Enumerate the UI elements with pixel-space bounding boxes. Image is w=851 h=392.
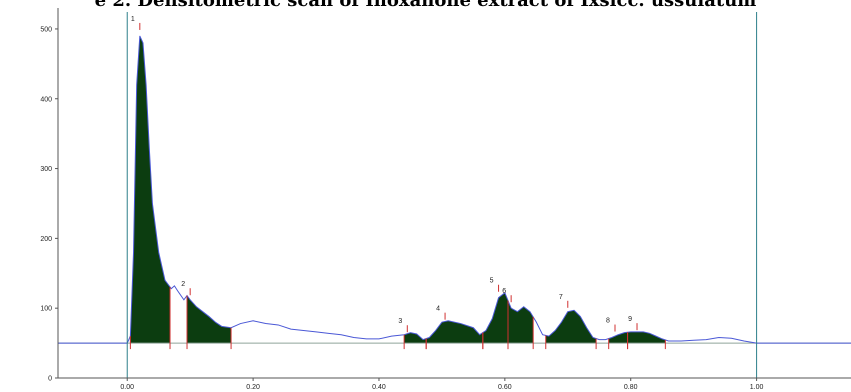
peak-area-8	[608, 332, 628, 344]
x-tick-label-0: 0.00	[120, 384, 134, 391]
peak-label-4: 4	[436, 306, 440, 313]
x-tick-label-2: 0.40	[372, 384, 386, 391]
peak-area-9	[627, 331, 666, 344]
y-tick-label-2: 200	[40, 236, 52, 243]
peak-label-3: 3	[398, 318, 402, 325]
trace-line	[58, 35, 851, 344]
x-tick-label-5: 1.00	[750, 384, 764, 391]
peak-label-9: 9	[628, 316, 632, 323]
peak-label-7: 7	[559, 294, 563, 301]
y-tick-label-1: 100	[40, 306, 52, 313]
y-tick-label-0: 0	[48, 376, 52, 383]
trace-layer	[58, 12, 851, 378]
y-tick-label-3: 300	[40, 166, 52, 173]
peak-area-3	[404, 332, 427, 344]
peak-area-1	[130, 35, 171, 344]
x-tick-label-1: 0.20	[246, 384, 260, 391]
axes: 0 100 200 300 400 500 0.00 0.20 0.40 0.60 0.80 1.00	[40, 8, 851, 391]
peak-label-2: 2	[181, 281, 185, 288]
x-tick-label-4: 0.80	[624, 384, 638, 391]
peak-area-2	[187, 295, 232, 344]
peak-area-5	[482, 292, 508, 344]
y-tick-label-5: 500	[40, 26, 52, 33]
peak-label-1: 1	[131, 16, 135, 23]
peak-label-6: 6	[502, 288, 506, 295]
peak-areas	[130, 35, 666, 344]
peak-label-8: 8	[606, 318, 610, 325]
peak-area-6	[507, 300, 534, 344]
peak-area-7	[545, 310, 597, 344]
chart-title: e 2. Densitometric scan of Ifloxanone ex…	[94, 0, 757, 11]
y-tick-label-4: 400	[40, 96, 52, 103]
peak-annotations: 1 2 3 4 5 6 7 8 9	[129, 16, 666, 350]
peak-label-5: 5	[490, 278, 494, 285]
x-tick-label-3: 0.60	[498, 384, 512, 391]
